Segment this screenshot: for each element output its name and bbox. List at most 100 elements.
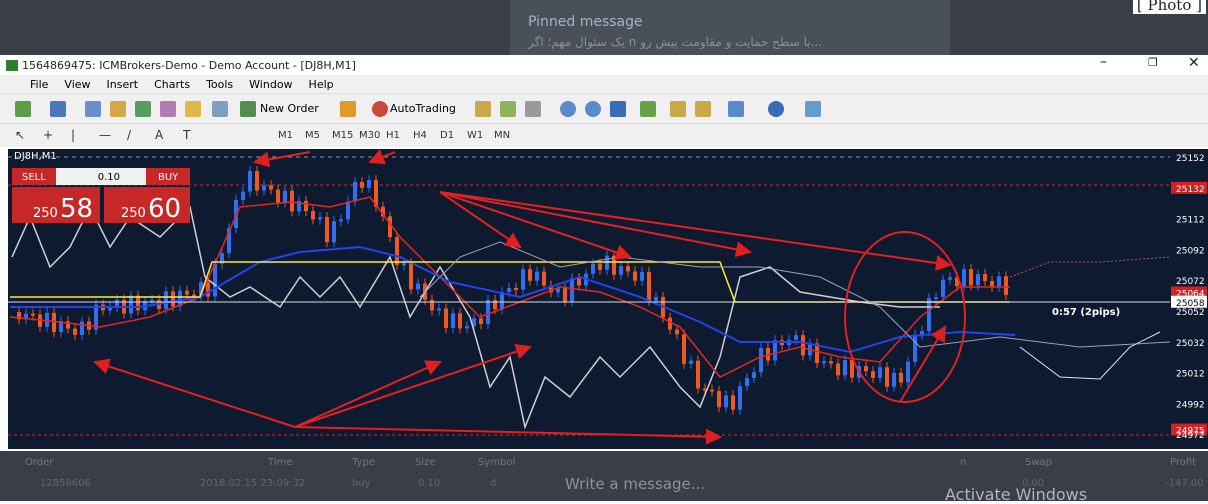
close[interactable]: ✕ [1188, 55, 1200, 71]
column-header: Symbol [478, 457, 516, 468]
candle [724, 395, 728, 408]
icon[interactable] [340, 101, 356, 117]
candle [668, 317, 672, 330]
draw-tool[interactable]: + [43, 128, 54, 142]
cloud-line [419, 241, 1171, 348]
chart-background [8, 149, 1170, 449]
candle [73, 328, 77, 335]
draw-tool[interactable]: A [155, 128, 164, 142]
icon[interactable] [212, 101, 228, 117]
icon[interactable] [475, 101, 491, 117]
column-header: n [960, 457, 967, 468]
candle [549, 285, 553, 293]
candle [94, 304, 98, 330]
icon[interactable] [135, 101, 151, 117]
restore[interactable]: ❐ [1148, 56, 1158, 69]
icon[interactable] [768, 101, 784, 117]
price-label: 25052 [1176, 308, 1205, 318]
menu-item[interactable]: Tools [206, 78, 234, 91]
candle [626, 266, 630, 272]
auto-trading[interactable]: AutoTrading [390, 102, 456, 115]
menu-item[interactable]: Help [308, 78, 334, 91]
column-header: Time [268, 457, 293, 468]
menu-item[interactable]: File [30, 78, 49, 91]
draw-tool[interactable]: — [99, 128, 111, 142]
new-order[interactable]: New Order [260, 102, 319, 115]
price-label: 25072 [1176, 277, 1205, 287]
icon[interactable] [610, 101, 626, 117]
icon[interactable] [500, 101, 516, 117]
bid-big: 250 [33, 206, 58, 221]
candle [458, 313, 462, 329]
candle [255, 170, 259, 191]
timeframe[interactable]: M30 [359, 130, 381, 141]
menu-item[interactable]: View [64, 78, 91, 91]
candle [815, 343, 819, 364]
timeframe[interactable]: M5 [305, 130, 320, 141]
candle [479, 318, 483, 325]
timeframe[interactable]: MN [494, 130, 511, 141]
timeframe[interactable]: W1 [467, 130, 484, 141]
draw-tool[interactable]: / [127, 128, 132, 142]
candle [472, 318, 476, 326]
sell-button[interactable] [12, 168, 56, 185]
icon[interactable] [110, 101, 126, 117]
candle [66, 321, 70, 329]
lot-size[interactable]: 0.10 [98, 172, 120, 183]
candle [794, 335, 798, 340]
icon[interactable] [805, 101, 821, 117]
candle [892, 372, 896, 387]
draw-tool[interactable]: | [71, 128, 76, 142]
candle [262, 185, 266, 191]
menu-item[interactable]: Insert [106, 78, 139, 91]
candle [612, 255, 616, 275]
candle [829, 361, 833, 364]
candle [374, 180, 378, 207]
icon[interactable] [695, 101, 711, 117]
icon[interactable] [240, 101, 256, 117]
icon[interactable] [560, 101, 576, 117]
icon[interactable] [525, 101, 541, 117]
buy-button[interactable] [146, 168, 190, 185]
icon[interactable] [85, 101, 101, 117]
pinned-message[interactable] [510, 0, 950, 55]
timeframe[interactable]: D1 [440, 130, 455, 141]
candle [402, 263, 406, 266]
candle [773, 340, 777, 361]
icon[interactable] [640, 101, 656, 117]
candle [332, 221, 336, 243]
message-input[interactable]: Write a message... [565, 475, 706, 493]
menu-item[interactable]: Window [249, 78, 293, 91]
icon[interactable] [728, 101, 744, 117]
candle [346, 201, 350, 220]
candle [514, 288, 518, 291]
timeframe[interactable]: H4 [413, 130, 427, 141]
timeframe[interactable]: H1 [386, 130, 400, 141]
price-label: 24975 [1176, 427, 1205, 437]
icon[interactable] [50, 101, 66, 117]
candle [577, 278, 581, 286]
minimize[interactable]: – [1100, 54, 1107, 70]
timeframe[interactable]: M1 [278, 130, 293, 141]
icon[interactable] [15, 101, 31, 117]
candle [731, 395, 735, 410]
icon[interactable] [372, 101, 388, 117]
icon[interactable] [185, 101, 201, 117]
candle [339, 219, 343, 222]
candle [192, 294, 196, 297]
icon[interactable] [160, 101, 176, 117]
countdown: 0:57 (2pips) [1052, 307, 1120, 318]
candle [136, 295, 140, 311]
icon[interactable] [670, 101, 686, 117]
timeframe[interactable]: M15 [332, 130, 354, 141]
candle [745, 378, 749, 387]
candle [752, 372, 756, 379]
price-highlight [1171, 423, 1207, 436]
candle [437, 308, 441, 311]
icon[interactable] [585, 101, 601, 117]
menu-item[interactable]: Charts [154, 78, 191, 91]
draw-tool[interactable]: ↖ [15, 128, 26, 142]
candle [276, 189, 280, 203]
draw-tool[interactable]: T [183, 128, 191, 142]
candle [213, 263, 217, 297]
